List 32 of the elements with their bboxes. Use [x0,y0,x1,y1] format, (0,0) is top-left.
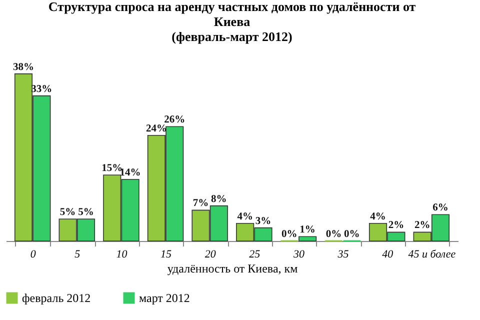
data-label: 5% [78,207,94,218]
data-label: 6% [432,202,448,214]
x-tick-label: 25 [249,248,261,260]
data-label: 3% [255,216,272,227]
data-label: 8% [211,194,227,205]
x-axis-title: удалённость от Киева, км [167,262,298,276]
x-tick-label: 0 [30,248,36,260]
legend-label: март 2012 [139,291,190,305]
x-tick-label: 15 [160,248,172,260]
data-label: 1% [300,224,316,236]
data-label: 0% [344,229,360,240]
x-tick-label: 40 [382,248,394,260]
x-tick-label: 5 [74,248,81,260]
data-label: 0% [282,229,298,240]
data-label: 2% [388,220,404,232]
data-label: 4% [237,211,253,222]
x-tick-label: 10 [116,248,128,260]
data-label: 4% [370,211,386,222]
legend-label: февраль 2012 [22,291,91,305]
data-label: 2% [414,220,430,232]
data-label: 38% [13,62,34,73]
x-tick-label: 30 [292,248,305,260]
data-label: 0% [326,229,342,240]
x-tick-label: 45 и более [408,248,456,260]
data-label: 5% [60,207,76,218]
x-tick-label: 35 [336,248,350,260]
x-tick-label: 20 [204,248,216,260]
data-label: 7% [192,198,209,210]
chart-title: Структура спроса на аренду частных домов по удалённости от Киева [48,0,416,29]
chart-subtitle: (февраль-март 2012) [172,28,292,44]
bar [298,236,317,242]
data-label: 26% [164,114,186,126]
